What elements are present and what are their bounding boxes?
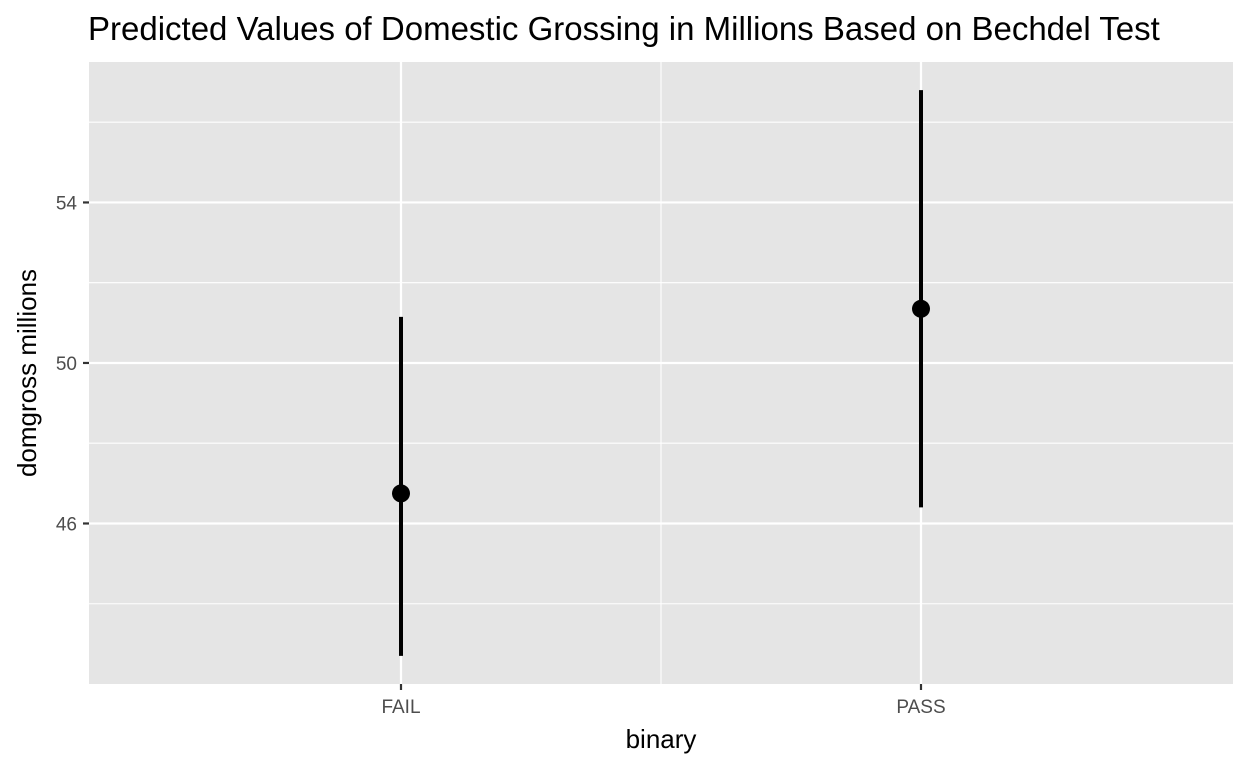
x-tick-label: PASS <box>896 697 945 718</box>
y-tick-label: 54 <box>56 193 78 214</box>
x-axis-title: binary <box>626 724 697 754</box>
x-tick-label: FAIL <box>381 697 420 718</box>
y-axis-title: domgross millions <box>12 269 42 477</box>
y-tick-label: 50 <box>56 354 77 375</box>
data-point <box>392 484 410 503</box>
y-tick-label: 46 <box>56 514 77 535</box>
x-axis: FAIL PASS <box>381 684 946 718</box>
data-point <box>912 299 930 318</box>
data-marks <box>392 90 930 656</box>
minor-gridlines <box>89 62 1233 684</box>
chart-title: Predicted Values of Domestic Grossing in… <box>88 10 1160 47</box>
y-axis: 46 50 54 <box>56 193 89 535</box>
